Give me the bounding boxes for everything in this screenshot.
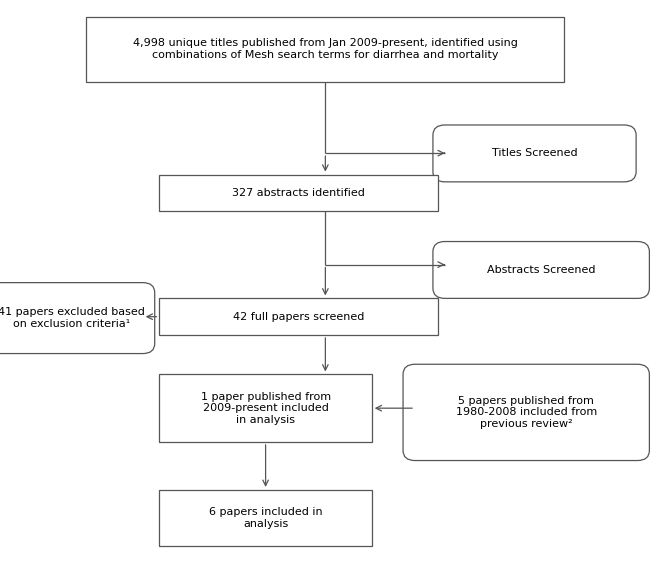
Text: 41 papers excluded based
on exclusion criteria¹: 41 papers excluded based on exclusion cr…	[0, 307, 145, 329]
FancyBboxPatch shape	[433, 125, 636, 182]
Text: 1 paper published from
2009-present included
in analysis: 1 paper published from 2009-present incl…	[201, 392, 331, 425]
FancyBboxPatch shape	[159, 298, 438, 335]
Text: 5 papers published from
1980-2008 included from
previous review²: 5 papers published from 1980-2008 includ…	[456, 396, 597, 429]
Text: Abstracts Screened: Abstracts Screened	[487, 265, 596, 275]
FancyBboxPatch shape	[86, 17, 564, 82]
FancyBboxPatch shape	[159, 175, 438, 211]
Text: 327 abstracts identified: 327 abstracts identified	[232, 188, 365, 198]
Text: 6 papers included in
analysis: 6 papers included in analysis	[208, 507, 323, 529]
Text: 42 full papers screened: 42 full papers screened	[233, 312, 365, 321]
FancyBboxPatch shape	[433, 242, 649, 298]
FancyBboxPatch shape	[0, 283, 155, 354]
Text: 4,998 unique titles published from Jan 2009-present, identified using
combinatio: 4,998 unique titles published from Jan 2…	[133, 38, 518, 60]
FancyBboxPatch shape	[159, 490, 372, 546]
FancyBboxPatch shape	[159, 374, 372, 442]
Text: Titles Screened: Titles Screened	[492, 149, 577, 158]
FancyBboxPatch shape	[403, 364, 649, 461]
